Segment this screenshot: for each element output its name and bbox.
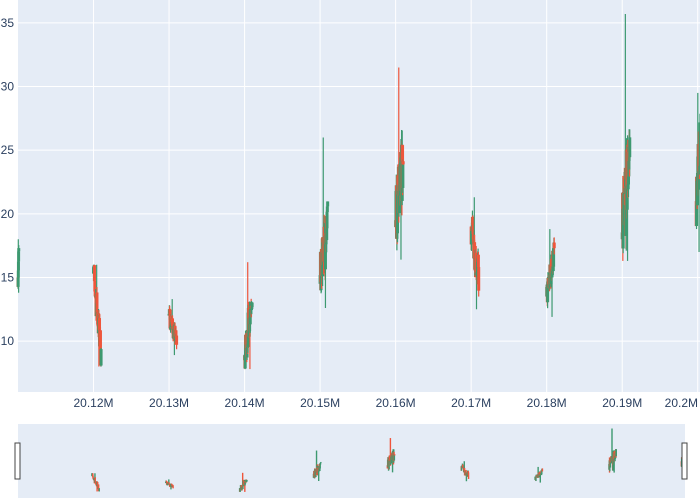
candle-body (98, 330, 102, 363)
candle-body (401, 161, 405, 165)
candle-body (469, 229, 473, 245)
y-tick-label: 30 (1, 80, 15, 94)
candle-cluster[interactable] (318, 137, 330, 308)
candle-body (17, 251, 21, 262)
candle-body (249, 307, 253, 318)
candle-body (552, 242, 556, 249)
mini-candle-cluster (534, 466, 544, 483)
range-slider-left-handle[interactable] (14, 442, 21, 480)
x-tick-label: 20.14M (225, 396, 265, 410)
candle-cluster[interactable] (545, 229, 556, 317)
x-tick-label: 20.18M (527, 396, 567, 410)
mini-candle-cluster (460, 461, 470, 482)
mini-candle-cluster (386, 438, 396, 473)
y-axis: 10 15 20 25 30 35 (1, 16, 15, 348)
candle-body (92, 265, 96, 281)
candles-layer[interactable] (16, 14, 700, 370)
y-tick-label: 10 (1, 334, 15, 348)
y-tick-label: 25 (1, 143, 15, 157)
x-tick-label: 20.17M (451, 396, 491, 410)
candle-body (175, 335, 179, 345)
candle-cluster[interactable] (469, 197, 481, 310)
candle-body (323, 235, 327, 270)
candle-cluster[interactable] (16, 239, 21, 293)
y-tick-label: 35 (1, 16, 15, 30)
candle-body (95, 292, 99, 316)
mini-candle-cluster (165, 479, 174, 490)
mini-candle-cluster (238, 472, 248, 492)
candle-cluster[interactable] (243, 262, 254, 370)
candle-body (471, 230, 475, 240)
candle-body (247, 331, 251, 337)
x-tick-label: 20.13M (149, 396, 189, 410)
candle-body (325, 206, 329, 213)
candle-body (243, 354, 247, 369)
candle-body (396, 175, 400, 185)
x-tick-label: 20.15M (300, 396, 340, 410)
candle-body (552, 247, 556, 267)
candle-cluster[interactable] (167, 299, 179, 356)
candle-body (245, 347, 249, 358)
candle-body (401, 161, 405, 188)
candle-body (326, 201, 330, 207)
range-slider-background (18, 424, 685, 498)
x-tick-label: 20.12M (74, 396, 114, 410)
y-tick-label: 15 (1, 270, 15, 284)
candle-body (546, 281, 550, 303)
candle-body (621, 208, 625, 249)
candle-body (622, 193, 626, 222)
candle-body (250, 302, 254, 308)
candle-cluster[interactable] (394, 67, 405, 260)
candle-body (93, 280, 97, 292)
candle-body (550, 268, 554, 278)
x-tick-label: 20.2M (665, 396, 698, 410)
candle-body (99, 349, 103, 366)
range-slider[interactable] (14, 424, 688, 498)
y-tick-label: 20 (1, 207, 15, 221)
plot-background (18, 0, 700, 392)
y-gridlines (18, 22, 700, 342)
candle-body (698, 165, 700, 170)
candle-cluster[interactable] (92, 264, 103, 367)
range-slider-right-handle[interactable] (681, 442, 688, 480)
candle-cluster[interactable] (620, 14, 632, 261)
candle-body (698, 122, 700, 166)
candle-body (325, 212, 329, 229)
candle-body (477, 267, 481, 291)
mini-candle-cluster (608, 428, 618, 473)
candle-body (397, 185, 401, 214)
mini-candle-cluster (91, 473, 100, 492)
x-axis: 20.12M 20.13M 20.14M 20.15M 20.16M 20.17M 20.1… (74, 396, 698, 410)
mini-candle-cluster (312, 450, 322, 481)
candle-body (17, 248, 21, 252)
candle-body (628, 137, 632, 158)
candle-body (174, 330, 178, 337)
x-tick-label: 20.19M (602, 396, 642, 410)
candle-body (171, 318, 175, 327)
x-tick-label: 20.16M (376, 396, 416, 410)
